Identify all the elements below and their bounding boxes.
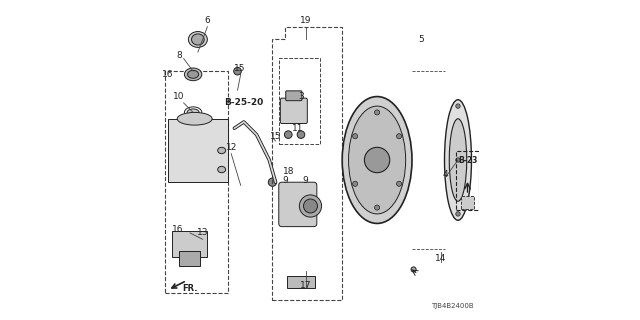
FancyBboxPatch shape <box>287 276 315 288</box>
Text: 13: 13 <box>197 228 209 237</box>
Text: TJB4B2400B: TJB4B2400B <box>431 303 474 309</box>
Ellipse shape <box>218 166 226 173</box>
Circle shape <box>353 134 358 139</box>
Circle shape <box>297 131 305 139</box>
Text: 16: 16 <box>162 70 173 79</box>
Text: 4: 4 <box>442 170 448 179</box>
Text: B-25-20: B-25-20 <box>224 99 264 108</box>
Text: 15: 15 <box>270 132 282 141</box>
Text: 3: 3 <box>298 92 304 101</box>
Circle shape <box>411 267 416 272</box>
Text: FR.: FR. <box>182 284 198 293</box>
Text: 9: 9 <box>282 176 288 185</box>
Text: 11: 11 <box>292 124 303 133</box>
Text: 10: 10 <box>173 92 184 101</box>
Ellipse shape <box>342 97 412 223</box>
Circle shape <box>456 104 460 108</box>
Circle shape <box>268 178 276 186</box>
Ellipse shape <box>191 34 204 45</box>
Ellipse shape <box>177 112 212 125</box>
FancyBboxPatch shape <box>285 91 302 101</box>
Text: 8: 8 <box>176 51 182 60</box>
Ellipse shape <box>445 100 472 220</box>
Circle shape <box>234 68 241 75</box>
Circle shape <box>397 134 402 139</box>
FancyBboxPatch shape <box>168 119 228 182</box>
Ellipse shape <box>187 109 199 116</box>
Text: 14: 14 <box>435 254 446 263</box>
Circle shape <box>284 131 292 139</box>
Text: 12: 12 <box>225 143 237 152</box>
Ellipse shape <box>349 106 406 214</box>
Ellipse shape <box>188 32 207 47</box>
Ellipse shape <box>188 70 198 78</box>
Ellipse shape <box>449 119 467 201</box>
Circle shape <box>456 158 460 162</box>
Circle shape <box>374 205 380 210</box>
Circle shape <box>456 212 460 216</box>
Text: B-23: B-23 <box>458 156 477 164</box>
Text: 9: 9 <box>303 176 308 185</box>
FancyBboxPatch shape <box>173 231 207 257</box>
Circle shape <box>353 181 358 186</box>
Text: 15: 15 <box>234 63 246 73</box>
FancyBboxPatch shape <box>280 98 307 124</box>
Ellipse shape <box>218 147 226 154</box>
Text: 6: 6 <box>205 16 211 25</box>
Text: 17: 17 <box>300 281 312 290</box>
FancyBboxPatch shape <box>461 196 474 209</box>
Circle shape <box>364 147 390 173</box>
Circle shape <box>303 199 317 213</box>
Circle shape <box>300 195 321 217</box>
FancyBboxPatch shape <box>279 182 317 227</box>
FancyBboxPatch shape <box>179 251 200 266</box>
Text: 5: 5 <box>419 35 424 44</box>
Text: 16: 16 <box>172 225 183 234</box>
Ellipse shape <box>184 68 202 81</box>
Circle shape <box>374 110 380 115</box>
Text: 18: 18 <box>282 167 294 176</box>
Text: 19: 19 <box>300 16 312 25</box>
Circle shape <box>397 181 402 186</box>
